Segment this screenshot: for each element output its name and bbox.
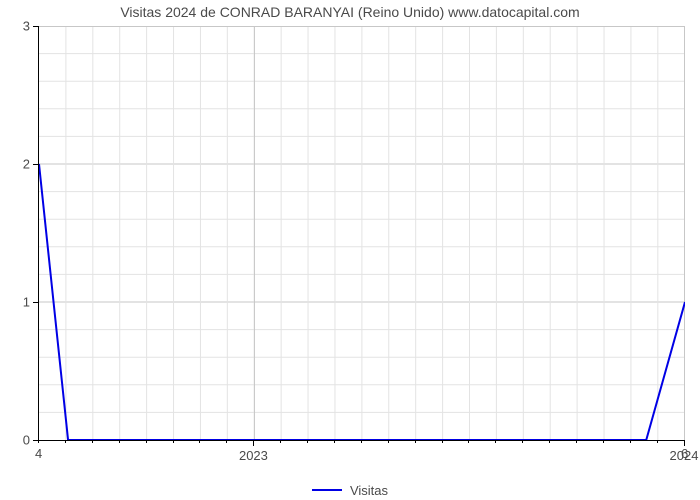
y-tick-mark (33, 164, 38, 165)
x-tick-minor (226, 440, 227, 443)
x-tick-major (253, 440, 254, 446)
x-tick-minor (495, 440, 496, 443)
x-tick-minor (65, 440, 66, 443)
y-tick-mark (33, 26, 38, 27)
x-tick-minor (576, 440, 577, 443)
x-tick-minor (119, 440, 120, 443)
x-tick-minor (146, 440, 147, 443)
x-tick-minor (38, 440, 39, 443)
y-tick-label: 3 (10, 19, 30, 34)
y-tick-label: 1 (10, 295, 30, 310)
data-line (39, 26, 685, 440)
plot-area (38, 26, 685, 441)
x-tick-minor (657, 440, 658, 443)
x-tick-minor (415, 440, 416, 443)
x-tick-minor (334, 440, 335, 443)
y-tick-mark (33, 302, 38, 303)
x-tick-label: 2023 (239, 448, 268, 463)
x-tick-minor (307, 440, 308, 443)
x-tick-minor (361, 440, 362, 443)
x-tick-minor (522, 440, 523, 443)
chart-title: Visitas 2024 de CONRAD BARANYAI (Reino U… (0, 4, 700, 20)
legend-label: Visitas (350, 483, 388, 498)
x-corner-right: 6 (681, 446, 688, 461)
x-tick-minor (549, 440, 550, 443)
x-corner-left: 4 (35, 446, 42, 461)
y-tick-label: 2 (10, 157, 30, 172)
x-tick-minor (199, 440, 200, 443)
x-tick-minor (280, 440, 281, 443)
x-tick-minor (173, 440, 174, 443)
x-tick-minor (92, 440, 93, 443)
legend: Visitas (0, 478, 700, 498)
x-tick-minor (603, 440, 604, 443)
x-tick-minor (388, 440, 389, 443)
x-tick-minor (468, 440, 469, 443)
x-tick-minor (630, 440, 631, 443)
x-tick-minor (442, 440, 443, 443)
legend-swatch (312, 489, 342, 491)
y-tick-label: 0 (10, 433, 30, 448)
